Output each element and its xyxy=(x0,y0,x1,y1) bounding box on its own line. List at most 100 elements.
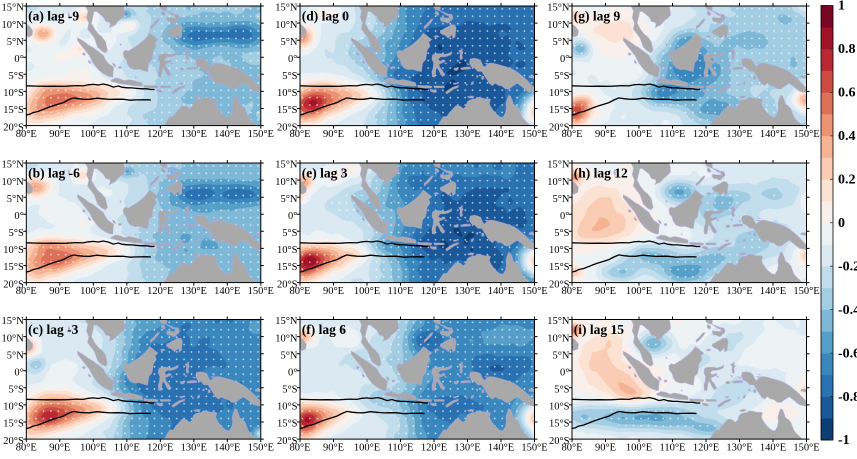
svg-text:150°E: 150°E xyxy=(521,129,547,140)
svg-text:(a) lag -9: (a) lag -9 xyxy=(28,9,79,24)
svg-text:10°S: 10°S xyxy=(549,88,570,99)
svg-text:150°E: 150°E xyxy=(793,443,819,454)
svg-text:120°E: 120°E xyxy=(147,286,173,297)
svg-text:150°E: 150°E xyxy=(521,443,547,454)
svg-text:100°E: 100°E xyxy=(80,443,106,454)
svg-text:0°: 0° xyxy=(560,54,569,65)
svg-text:20°S: 20°S xyxy=(3,122,24,133)
svg-text:0: 0 xyxy=(838,216,845,231)
svg-text:15°S: 15°S xyxy=(549,419,570,430)
svg-text:140°E: 140°E xyxy=(488,129,514,140)
svg-text:5°S: 5°S xyxy=(9,385,24,396)
svg-text:110°E: 110°E xyxy=(660,443,686,454)
svg-text:5°S: 5°S xyxy=(554,385,569,396)
svg-text:10°N: 10°N xyxy=(275,333,298,344)
svg-text:15°N: 15°N xyxy=(547,160,570,171)
svg-text:5°S: 5°S xyxy=(282,385,297,396)
svg-text:120°E: 120°E xyxy=(693,443,719,454)
svg-text:20°S: 20°S xyxy=(3,436,24,447)
svg-text:80°E: 80°E xyxy=(289,443,310,454)
svg-text:140°E: 140°E xyxy=(760,286,786,297)
svg-text:10°S: 10°S xyxy=(277,88,298,99)
svg-text:0°: 0° xyxy=(14,211,23,222)
svg-text:80°E: 80°E xyxy=(289,129,310,140)
svg-text:100°E: 100°E xyxy=(354,286,380,297)
svg-text:10°S: 10°S xyxy=(549,245,570,256)
svg-text:15°S: 15°S xyxy=(277,262,298,273)
svg-text:150°E: 150°E xyxy=(793,286,819,297)
svg-text:15°S: 15°S xyxy=(277,105,298,116)
svg-text:100°E: 100°E xyxy=(80,129,106,140)
svg-text:(i) lag 15: (i) lag 15 xyxy=(574,322,624,337)
svg-text:0°: 0° xyxy=(14,368,23,379)
svg-text:5°N: 5°N xyxy=(280,37,297,48)
svg-text:-0.4: -0.4 xyxy=(838,303,857,318)
svg-text:80°E: 80°E xyxy=(289,286,310,297)
svg-text:110°E: 110°E xyxy=(114,286,140,297)
svg-text:120°E: 120°E xyxy=(147,443,173,454)
svg-text:130°E: 130°E xyxy=(181,286,207,297)
svg-text:15°S: 15°S xyxy=(277,419,298,430)
svg-text:0°: 0° xyxy=(14,54,23,65)
svg-text:5°S: 5°S xyxy=(282,228,297,239)
svg-text:0°: 0° xyxy=(560,211,569,222)
svg-text:0°: 0° xyxy=(288,54,297,65)
svg-text:20°S: 20°S xyxy=(549,279,570,290)
svg-text:15°N: 15°N xyxy=(2,160,25,171)
svg-text:80°E: 80°E xyxy=(16,286,37,297)
svg-text:5°N: 5°N xyxy=(552,350,569,361)
svg-text:15°S: 15°S xyxy=(3,419,24,430)
svg-text:10°N: 10°N xyxy=(275,20,298,31)
svg-text:1: 1 xyxy=(838,0,845,14)
svg-text:(h) lag 12: (h) lag 12 xyxy=(574,166,628,181)
svg-text:100°E: 100°E xyxy=(80,286,106,297)
svg-text:15°N: 15°N xyxy=(275,160,298,171)
svg-text:120°E: 120°E xyxy=(147,129,173,140)
svg-text:110°E: 110°E xyxy=(114,443,140,454)
svg-text:150°E: 150°E xyxy=(793,129,819,140)
svg-text:(c) lag -3: (c) lag -3 xyxy=(28,322,78,337)
svg-text:150°E: 150°E xyxy=(248,443,274,454)
svg-text:20°S: 20°S xyxy=(277,279,298,290)
svg-text:20°S: 20°S xyxy=(277,122,298,133)
svg-text:10°N: 10°N xyxy=(2,20,25,31)
svg-text:5°N: 5°N xyxy=(7,194,24,205)
svg-text:10°N: 10°N xyxy=(547,20,570,31)
svg-text:100°E: 100°E xyxy=(626,129,652,140)
svg-text:100°E: 100°E xyxy=(626,286,652,297)
svg-text:110°E: 110°E xyxy=(388,129,414,140)
svg-text:120°E: 120°E xyxy=(421,129,447,140)
svg-text:150°E: 150°E xyxy=(521,286,547,297)
svg-text:15°N: 15°N xyxy=(275,316,298,327)
svg-text:5°S: 5°S xyxy=(554,71,569,82)
svg-text:10°S: 10°S xyxy=(3,402,24,413)
svg-text:-0.6: -0.6 xyxy=(838,346,857,361)
svg-text:5°N: 5°N xyxy=(280,350,297,361)
svg-text:15°N: 15°N xyxy=(2,316,25,327)
svg-text:130°E: 130°E xyxy=(454,286,480,297)
svg-text:120°E: 120°E xyxy=(693,129,719,140)
svg-text:90°E: 90°E xyxy=(323,443,344,454)
svg-text:120°E: 120°E xyxy=(693,286,719,297)
svg-text:140°E: 140°E xyxy=(488,443,514,454)
svg-text:5°N: 5°N xyxy=(280,194,297,205)
svg-text:5°S: 5°S xyxy=(9,228,24,239)
svg-text:15°S: 15°S xyxy=(3,105,24,116)
svg-text:120°E: 120°E xyxy=(421,286,447,297)
svg-text:90°E: 90°E xyxy=(49,443,70,454)
svg-text:150°E: 150°E xyxy=(248,129,274,140)
svg-text:110°E: 110°E xyxy=(388,443,414,454)
svg-text:140°E: 140°E xyxy=(214,443,240,454)
svg-text:130°E: 130°E xyxy=(454,443,480,454)
svg-text:90°E: 90°E xyxy=(49,129,70,140)
svg-text:(d) lag 0: (d) lag 0 xyxy=(302,9,350,24)
svg-text:140°E: 140°E xyxy=(760,443,786,454)
svg-text:90°E: 90°E xyxy=(595,286,616,297)
svg-text:90°E: 90°E xyxy=(595,443,616,454)
svg-text:10°N: 10°N xyxy=(2,333,25,344)
svg-text:0°: 0° xyxy=(288,368,297,379)
svg-text:-1: -1 xyxy=(838,433,850,448)
svg-text:120°E: 120°E xyxy=(421,443,447,454)
svg-text:90°E: 90°E xyxy=(595,129,616,140)
svg-text:150°E: 150°E xyxy=(248,286,274,297)
